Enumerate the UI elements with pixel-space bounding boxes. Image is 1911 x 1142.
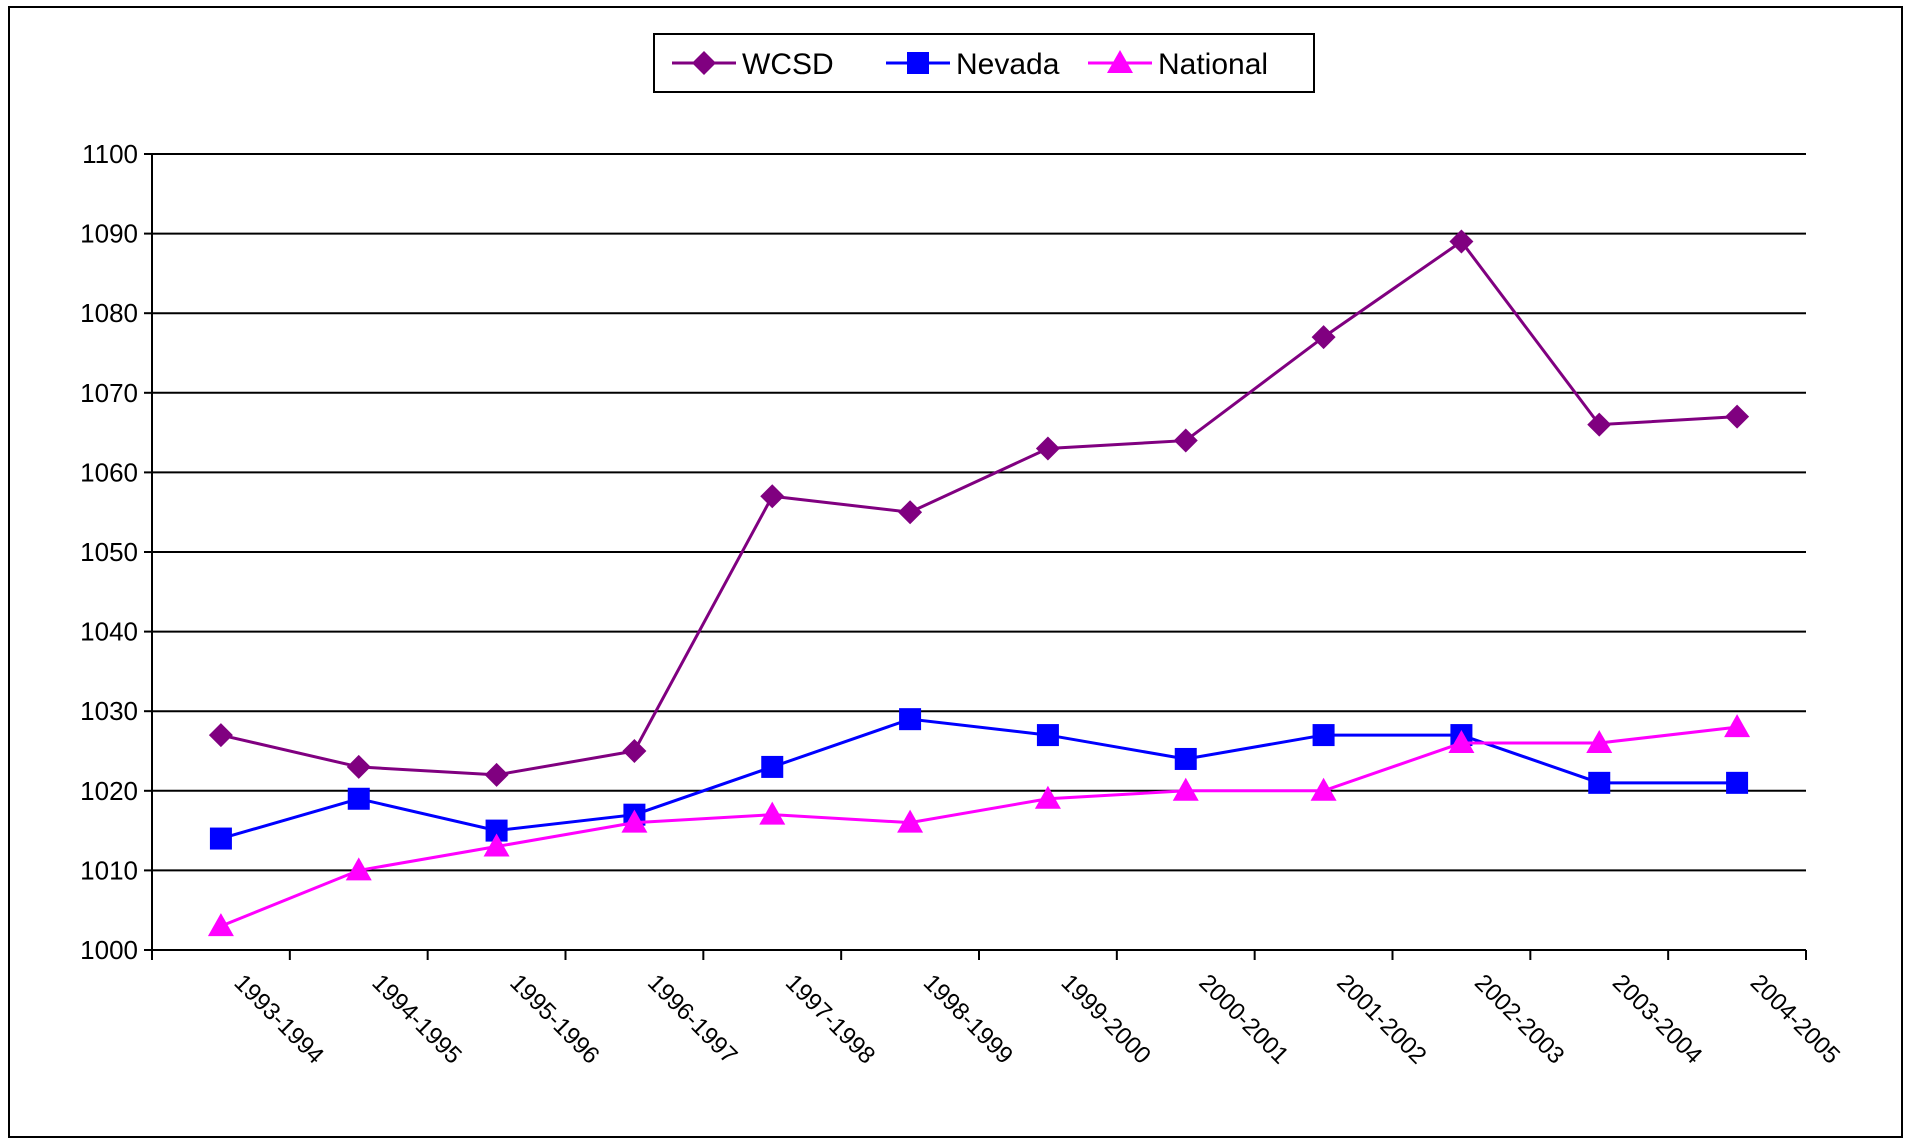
data-point-national	[483, 833, 510, 857]
data-point-nevada	[485, 819, 508, 842]
y-tick-label: 1100	[82, 139, 138, 169]
x-tick-label: 1994-1995	[367, 969, 467, 1069]
data-point-nevada	[347, 787, 370, 810]
series-lines	[207, 229, 1751, 937]
data-point-wcsd	[1035, 436, 1060, 461]
gridlines	[152, 153, 1806, 951]
y-tick-label: 1020	[80, 776, 138, 806]
x-tick-label: 1998-1999	[918, 969, 1018, 1069]
legend-label-nevada: Nevada	[956, 48, 1060, 81]
x-tick-label: 2003-2004	[1607, 969, 1707, 1069]
data-point-nevada	[1174, 747, 1197, 770]
y-tick-label: 1080	[80, 298, 138, 328]
y-tick-label: 1010	[80, 855, 138, 885]
series-line-nevada	[220, 717, 1738, 841]
y-tick-label: 1070	[80, 378, 138, 408]
data-point-national	[1310, 777, 1337, 801]
legend: WCSD Nevada National	[653, 33, 1315, 93]
data-point-wcsd	[1173, 428, 1198, 453]
series-line-national	[220, 725, 1738, 928]
x-tick-label: 2000-2001	[1194, 969, 1294, 1069]
data-point-wcsd	[208, 723, 233, 748]
data-point-wcsd	[1587, 412, 1612, 437]
chart-frame: 1000 1010 1020 1030 1040 1050 1060 1070 1080 1090…	[8, 6, 1903, 1138]
y-tick-label: 1000	[80, 935, 138, 965]
y-tick-label: 1090	[80, 219, 138, 249]
data-point-national	[207, 913, 234, 937]
data-point-nevada	[1726, 771, 1749, 794]
y-tick-label: 1060	[80, 457, 138, 487]
x-tick-label: 1993-1994	[229, 969, 329, 1069]
legend-marker-wcsd	[692, 51, 716, 75]
data-point-wcsd	[484, 762, 509, 787]
x-tick-label: 1996-1997	[642, 969, 742, 1069]
data-point-wcsd	[1449, 229, 1474, 254]
axes: 1000 1010 1020 1030 1040 1050 1060 1070 1080 1090…	[80, 139, 1845, 1069]
x-tick-label: 1997-1998	[780, 969, 880, 1069]
y-tick-label: 1040	[80, 617, 138, 647]
data-point-nevada	[1036, 724, 1059, 747]
x-tick-label: 2002-2003	[1469, 969, 1569, 1069]
y-tick-label: 1050	[80, 537, 138, 567]
data-point-nevada	[1312, 724, 1335, 747]
legend-marker-nevada	[907, 52, 929, 74]
data-point-wcsd	[760, 484, 785, 509]
data-point-national	[1034, 785, 1061, 809]
legend-label-national: National	[1158, 48, 1268, 81]
x-tick-label: 1995-1996	[504, 969, 604, 1069]
data-point-nevada	[1588, 771, 1611, 794]
data-point-nevada	[899, 708, 922, 731]
data-point-nevada	[761, 755, 784, 778]
data-point-wcsd	[898, 500, 923, 525]
data-point-national	[621, 809, 648, 833]
data-point-wcsd	[346, 754, 371, 779]
data-point-national	[1586, 730, 1613, 754]
data-point-wcsd	[1311, 325, 1336, 350]
data-point-national	[1724, 714, 1751, 738]
data-point-national	[897, 809, 924, 833]
data-point-national	[1448, 730, 1475, 754]
y-tick-label: 1030	[80, 696, 138, 726]
legend-box	[653, 33, 1315, 93]
x-tick-label: 1999-2000	[1056, 969, 1156, 1069]
data-point-national	[345, 857, 372, 881]
legend-marker-national	[1107, 50, 1133, 73]
line-chart: 1000 1010 1020 1030 1040 1050 1060 1070 1080 1090…	[80, 33, 1845, 1069]
legend-label-wcsd: WCSD	[742, 48, 834, 81]
data-point-national	[1172, 777, 1199, 801]
data-point-national	[759, 801, 786, 825]
data-point-wcsd	[622, 739, 647, 763]
data-point-nevada	[209, 827, 232, 850]
data-point-wcsd	[1725, 404, 1750, 429]
x-tick-label: 2001-2002	[1331, 969, 1431, 1069]
x-tick-label: 2004-2005	[1745, 969, 1845, 1069]
series-line-wcsd	[220, 239, 1738, 777]
